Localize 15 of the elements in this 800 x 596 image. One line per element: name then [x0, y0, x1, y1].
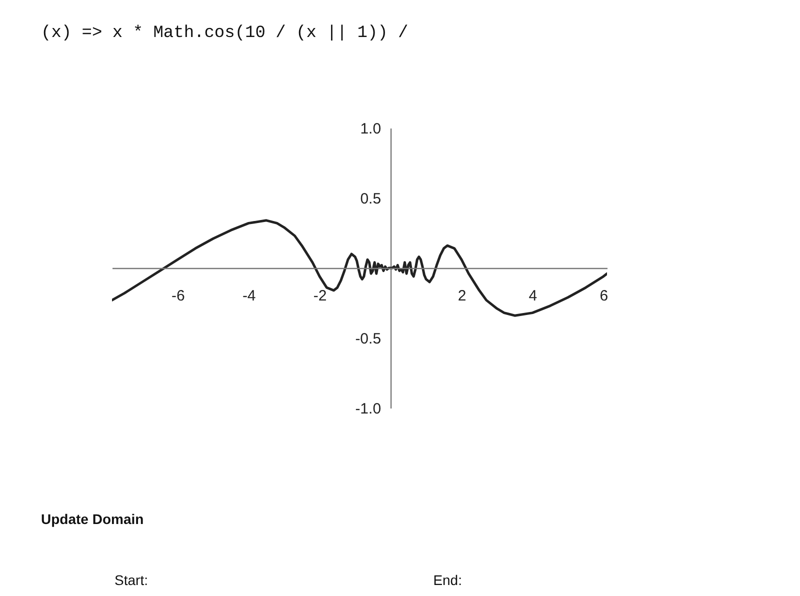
x-tick-label: 6 — [600, 288, 608, 304]
text: Start: — [114, 572, 148, 588]
x-tick-label: 4 — [528, 288, 538, 304]
x-tick-label: -4 — [242, 288, 256, 304]
x-tick-label: 2 — [458, 288, 466, 304]
x-tick-label: -2 — [313, 288, 327, 304]
text: Update Domain — [41, 511, 144, 527]
y-tick-label: -1.0 — [355, 400, 382, 418]
line-series — [112, 219, 607, 317]
text: End: — [433, 572, 462, 588]
y-tick-label: 0.5 — [360, 190, 382, 208]
text: (x) => x * Math.cos(10 / (x || 1)) / — [41, 24, 408, 43]
x-tick-label: -6 — [171, 288, 185, 304]
y-tick-label: 1.0 — [360, 120, 382, 138]
y-tick-label: -0.5 — [355, 330, 382, 348]
